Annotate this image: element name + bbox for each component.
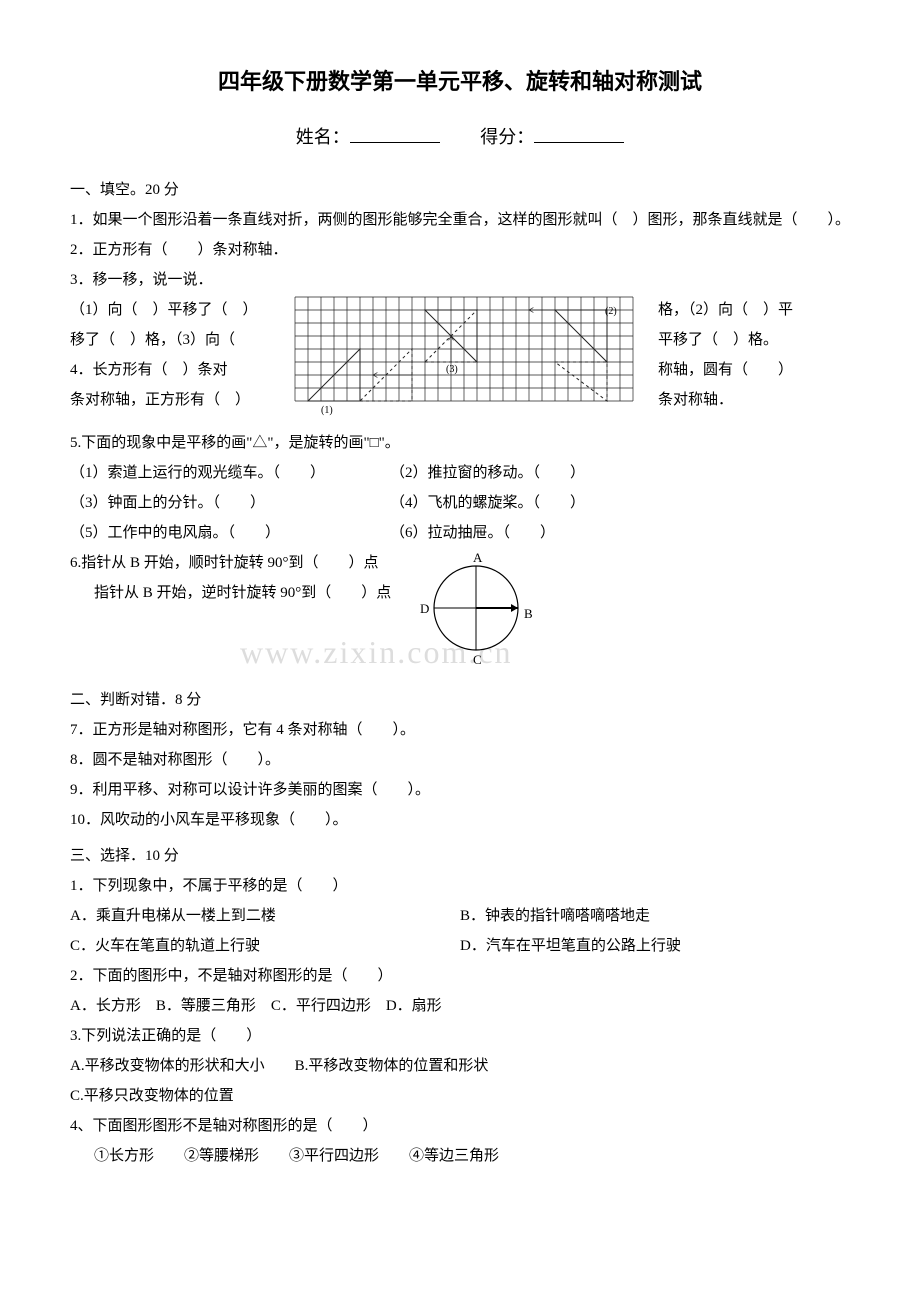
q5-3: （3）钟面上的分针。（ ） bbox=[70, 488, 390, 518]
grid-figure: (1) (3) (2) bbox=[290, 295, 648, 428]
s3q1-opts2: C．火车在笔直的轨道上行驶 D．汽车在平坦笔直的公路上行驶 bbox=[70, 931, 850, 961]
name-label: 姓名： bbox=[296, 127, 350, 147]
q5-6: （6）拉动抽屉。（ ） bbox=[390, 518, 555, 548]
q4-line2-a: 条对称轴，正方形有（ ） bbox=[70, 385, 280, 415]
q4-line2-b: 条对称轴． bbox=[658, 385, 850, 415]
q5-4: （4）飞机的螺旋桨。（ ） bbox=[390, 488, 585, 518]
section-3-head: 三、选择．10 分 bbox=[70, 841, 850, 871]
q6a: 6.指针从 B 开始，顺时针旋转 90°到（ ）点 bbox=[70, 548, 391, 578]
q10: 10．风吹动的小风车是平移现象（ ）。 bbox=[70, 805, 850, 835]
q9: 9．利用平移、对称可以设计许多美丽的图案（ ）。 bbox=[70, 775, 850, 805]
q4-line-a: 4．长方形有（ ）条对 bbox=[70, 355, 280, 385]
s3q2opts: A．长方形 B．等腰三角形 C．平行四边形 D．扇形 bbox=[70, 991, 850, 1021]
q5-2: （2）推拉窗的移动。（ ） bbox=[390, 458, 585, 488]
q3-figure-row: （1）向（ ）平移了（ ） 移了（ ）格，（3）向（ 4．长方形有（ ）条对 条… bbox=[70, 295, 850, 428]
q6b: 指针从 B 开始，逆时针旋转 90°到（ ）点 bbox=[70, 578, 391, 608]
q3-right-text: 格，（2）向（ ）平 平移了（ ）格。 称轴，圆有（ ） 条对称轴． bbox=[658, 295, 850, 415]
s3q3ab: A.平移改变物体的形状和大小 B.平移改变物体的位置和形状 bbox=[70, 1051, 850, 1081]
s3q1c: C．火车在笔直的轨道上行驶 bbox=[70, 931, 460, 961]
score-blank[interactable] bbox=[534, 124, 624, 143]
page-content: 四年级下册数学第一单元平移、旋转和轴对称测试 姓名： 得分： 一、填空。20 分… bbox=[70, 60, 850, 1171]
page-title: 四年级下册数学第一单元平移、旋转和轴对称测试 bbox=[70, 60, 850, 104]
grid-svg: (1) (3) (2) bbox=[290, 295, 648, 417]
q5-1: （1）索道上运行的观光缆车。（ ） bbox=[70, 458, 390, 488]
q3-left-text: （1）向（ ）平移了（ ） 移了（ ）格，（3）向（ 4．长方形有（ ）条对 条… bbox=[70, 295, 280, 415]
q8: 8．圆不是轴对称图形（ ）。 bbox=[70, 745, 850, 775]
q3-line1a: （1）向（ ）平移了（ ） bbox=[70, 295, 280, 325]
s3q4: 4、下面图形图形不是轴对称图形的是（ ） bbox=[70, 1111, 850, 1141]
section-2-head: 二、判断对错．8 分 bbox=[70, 685, 850, 715]
circle-svg: A B C D bbox=[401, 548, 561, 668]
s3q1b: B．钟表的指针嘀嗒嘀嗒地走 bbox=[460, 901, 650, 931]
svg-text:B: B bbox=[524, 606, 533, 621]
q5-5: （5）工作中的电风扇。（ ） bbox=[70, 518, 390, 548]
q5-row3: （5）工作中的电风扇。（ ） （6）拉动抽屉。（ ） bbox=[70, 518, 850, 548]
s3q2: 2．下面的图形中，不是轴对称图形的是（ ） bbox=[70, 961, 850, 991]
svg-text:D: D bbox=[420, 601, 429, 616]
q7: 7．正方形是轴对称图形，它有 4 条对称轴（ ）。 bbox=[70, 715, 850, 745]
name-score-line: 姓名： 得分： bbox=[70, 119, 850, 155]
name-blank[interactable] bbox=[350, 124, 440, 143]
s3q1a: A．乘直升电梯从一楼上到二楼 bbox=[70, 901, 460, 931]
svg-text:A: A bbox=[473, 550, 483, 565]
q5-row2: （3）钟面上的分针。（ ） （4）飞机的螺旋桨。（ ） bbox=[70, 488, 850, 518]
q3-line2b: 平移了（ ）格。 bbox=[658, 325, 850, 355]
q4-line-b: 称轴，圆有（ ） bbox=[658, 355, 850, 385]
s3q4opts: ①长方形 ②等腰梯形 ③平行四边形 ④等边三角形 bbox=[70, 1141, 850, 1171]
s3q3c: C.平移只改变物体的位置 bbox=[70, 1081, 850, 1111]
q5: 5.下面的现象中是平移的画"△"，是旋转的画"□"。 bbox=[70, 428, 850, 458]
q6-text: 6.指针从 B 开始，顺时针旋转 90°到（ ）点 指针从 B 开始，逆时针旋转… bbox=[70, 548, 391, 608]
svg-text:C: C bbox=[473, 652, 482, 667]
s3q1: 1．下列现象中，不属于平移的是（ ） bbox=[70, 871, 850, 901]
q6-figure: A B C D bbox=[401, 548, 561, 679]
s3q3: 3.下列说法正确的是（ ） bbox=[70, 1021, 850, 1051]
svg-text:(2): (2) bbox=[605, 306, 617, 317]
q2: 2．正方形有（ ）条对称轴． bbox=[70, 235, 850, 265]
q3: 3．移一移，说一说． bbox=[70, 265, 850, 295]
score-label: 得分： bbox=[480, 127, 534, 147]
q3-line2a: 移了（ ）格，（3）向（ bbox=[70, 325, 280, 355]
q3-line1b: 格，（2）向（ ）平 bbox=[658, 295, 850, 325]
svg-text:(1): (1) bbox=[321, 405, 333, 416]
svg-text:(3): (3) bbox=[446, 364, 458, 375]
q1: 1．如果一个图形沿着一条直线对折，两侧的图形能够完全重合，这样的图形就叫（ ）图… bbox=[70, 205, 850, 235]
section-1-head: 一、填空。20 分 bbox=[70, 175, 850, 205]
q5-row1: （1）索道上运行的观光缆车。（ ） （2）推拉窗的移动。（ ） bbox=[70, 458, 850, 488]
q6-row: 6.指针从 B 开始，顺时针旋转 90°到（ ）点 指针从 B 开始，逆时针旋转… bbox=[70, 548, 850, 679]
s3q1d: D．汽车在平坦笔直的公路上行驶 bbox=[460, 931, 681, 961]
s3q1-opts1: A．乘直升电梯从一楼上到二楼 B．钟表的指针嘀嗒嘀嗒地走 bbox=[70, 901, 850, 931]
